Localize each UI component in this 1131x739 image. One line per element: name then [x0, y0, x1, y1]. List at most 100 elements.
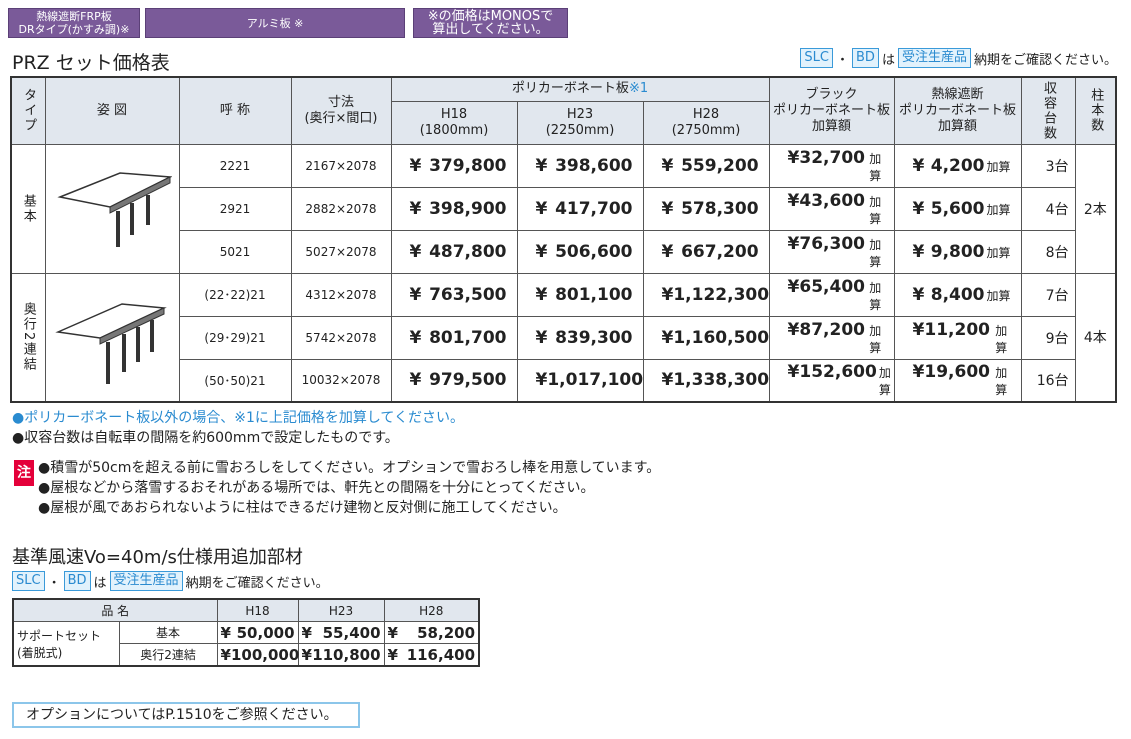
price-cell: ¥76,300 加算	[768, 229, 895, 274]
price-cell: ¥417,700	[516, 186, 644, 231]
addon-suffix: 加算	[995, 366, 1008, 398]
header: ポリカーボネート板※1	[390, 76, 770, 102]
currency: ¥	[387, 645, 398, 664]
price-cell: ¥65,400 加算	[768, 272, 895, 317]
currency: ¥	[661, 241, 674, 262]
badge: 受注生産品	[897, 48, 971, 68]
price-cell: ¥763,500	[390, 272, 518, 317]
currency: ¥	[912, 284, 925, 305]
price: ¥487,800	[392, 242, 517, 262]
price-value: 559,200	[681, 155, 759, 176]
size: 5027×2078	[305, 244, 377, 259]
price-value: 1,122,300	[673, 284, 770, 305]
price: ¥11,200 加算	[895, 320, 1021, 356]
figure-basic	[57, 172, 172, 247]
row: サポートセット (着脱式) 基本 ¥50,000 ¥55,400 ¥58,200	[12, 621, 480, 667]
currency: ¥	[787, 362, 800, 383]
separator: ・	[836, 52, 850, 68]
price: ¥1,017,100	[518, 370, 644, 391]
header: H23 (2250mm)	[516, 100, 644, 145]
note: ●収容台数は自転車の間隔を約600mmで設定したものです。	[12, 430, 399, 446]
header-cell: 姿 図	[96, 102, 128, 118]
price-value: 11,200	[924, 319, 990, 340]
size-cell: 10032×2078	[290, 358, 392, 403]
type-cell: 奥行2連結	[118, 643, 218, 667]
size-cell: 2882×2078	[290, 186, 392, 231]
header: 熱線遮断 ポリカーボネート板 加算額	[893, 76, 1022, 145]
count: 3台	[1045, 158, 1069, 175]
pillar-cell: 2本	[1074, 143, 1117, 274]
price: ¥152,600 加算	[770, 362, 894, 398]
size: 10032×2078	[301, 373, 381, 388]
currency: ¥	[535, 198, 548, 219]
notice-text: は	[93, 575, 107, 591]
badge: BD	[63, 571, 91, 591]
price: ¥398,900	[392, 199, 517, 219]
header: 呼 称	[178, 76, 292, 145]
price-cell: ¥55,400	[297, 621, 385, 644]
price-value: 4,200	[930, 155, 985, 176]
price: ¥398,600	[518, 156, 643, 176]
price-value: 379,800	[429, 155, 507, 176]
header-line: (2250mm)	[545, 122, 615, 138]
price: ¥1,122,300	[644, 284, 770, 305]
count-cell: 8台	[1020, 229, 1076, 274]
addon-suffix: 加算	[878, 366, 891, 398]
price-value: 398,600	[555, 155, 633, 176]
price-value: 9,800	[930, 241, 985, 262]
pillars: 2本	[1083, 201, 1107, 218]
currency: ¥	[301, 623, 312, 642]
header-line: ポリカーボネート板	[899, 102, 1017, 118]
size-cell: 5027×2078	[290, 229, 392, 274]
price-value: 979,500	[429, 370, 507, 391]
price-value: 55,400	[322, 623, 381, 642]
currency: ¥	[912, 319, 925, 340]
header: H28 (2750mm)	[642, 100, 770, 145]
currency: ¥	[535, 370, 548, 391]
count-cell: 7台	[1020, 272, 1076, 317]
size: 2882×2078	[305, 201, 377, 216]
price-cell: ¥5,600 加算	[893, 186, 1022, 231]
price: ¥417,700	[518, 199, 643, 219]
tab-line: ※の価格はMONOSで	[427, 9, 554, 24]
row: (50･50)21 10032×2078 ¥979,500 ¥1,017,100 ¥1,…	[11, 358, 1116, 403]
price: ¥8,400 加算	[895, 285, 1021, 305]
price-cell: ¥398,900	[390, 186, 518, 231]
header: 柱本数	[1074, 76, 1117, 145]
header: 品 名	[12, 598, 218, 622]
name-cell: 2221	[178, 143, 292, 188]
tab-line: DRタイプ(かすみ調)※	[18, 23, 130, 36]
row: (29･29)21 5742×2078 ¥801,700 ¥839,300 ¥1,160…	[11, 315, 1116, 360]
row: 奥行2連結 (22･22)21 4312×2078 ¥763,500 ¥801,100 ¥…	[10, 272, 1117, 403]
price-value: 8,400	[930, 284, 985, 305]
name-cell: (50･50)21	[178, 358, 292, 403]
currency: ¥	[535, 327, 548, 348]
header: タイプ	[10, 76, 46, 145]
header-line: 加算額	[812, 118, 852, 134]
header-cell: 柱本数	[1088, 88, 1104, 134]
count: 9台	[1045, 330, 1069, 347]
header-cell: 品 名	[101, 604, 130, 618]
price-value: 487,800	[429, 241, 507, 262]
count: 7台	[1045, 287, 1069, 304]
price-cell: ¥116,400	[383, 643, 480, 667]
price-cell: ¥8,400 加算	[893, 272, 1022, 317]
tab: アルミ板 ※	[145, 8, 405, 38]
currency: ¥	[409, 155, 422, 176]
header-cell: 呼 称	[219, 102, 251, 118]
pillar-cell: 4本	[1074, 272, 1117, 403]
price-value: 58,200	[417, 623, 476, 642]
header-line: 熱線遮断	[931, 86, 984, 102]
price-cell: ¥398,600	[516, 143, 644, 188]
price-value: 100,000	[230, 645, 300, 664]
note: ●ポリカーボネート板以外の場合、※1に上記価格を加算してください。	[12, 410, 465, 426]
price-value: 578,300	[681, 198, 759, 219]
product-line: サポートセット	[17, 628, 102, 643]
currency: ¥	[535, 155, 548, 176]
price: ¥1,160,500	[644, 328, 770, 348]
header-line: 寸法	[327, 94, 354, 110]
tab-line: アルミ板 ※	[246, 16, 304, 30]
price-value: 506,600	[555, 241, 633, 262]
price-cell: ¥979,500	[390, 358, 518, 403]
